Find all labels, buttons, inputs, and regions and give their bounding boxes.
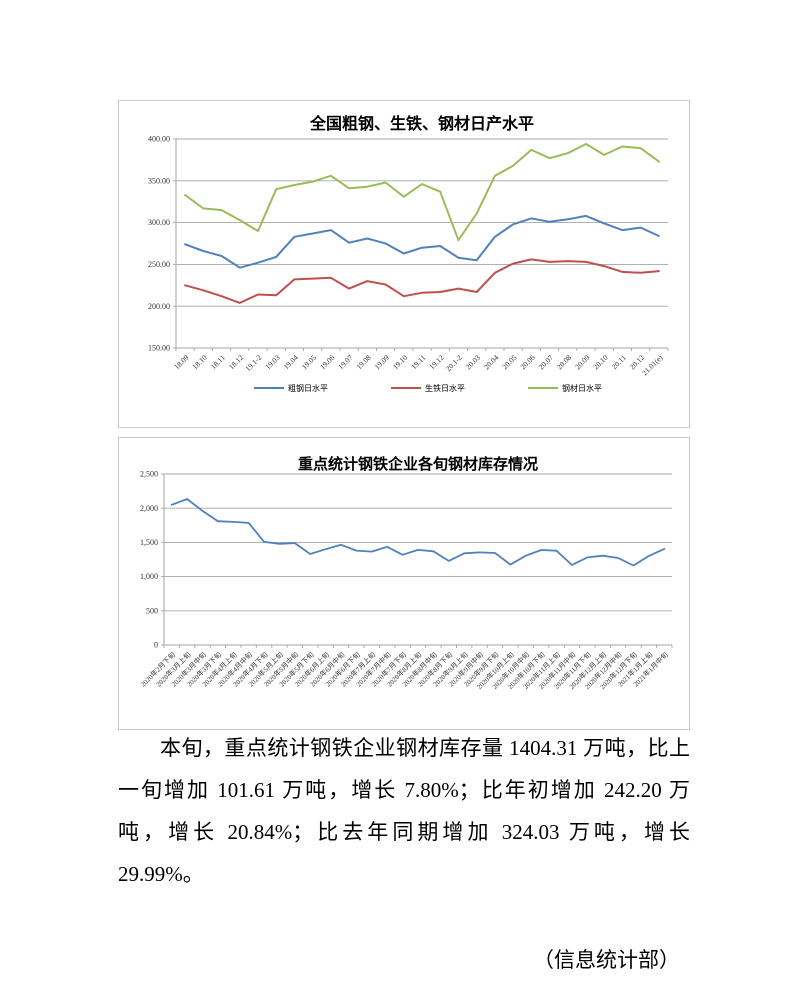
x-tick-label: 20.05 (500, 353, 518, 371)
x-tick-label: 19.11 (409, 353, 427, 371)
chart-daily-production: 全国粗钢、生铁、钢材日产水平 150.00 200.00 250.00 300.00 35… (118, 100, 690, 428)
y-tick-label: 250.00 (148, 260, 170, 269)
x-tick-label: 20.08 (555, 353, 573, 371)
x-tick-label: 18.10 (190, 353, 208, 371)
y-tick-label: 200.00 (148, 302, 170, 311)
x-tick-label: 20.11 (610, 353, 628, 371)
series-line-生铁日水平 (184, 258, 660, 304)
chart-steel-inventory: 重点统计钢铁企业各旬钢材库存情况 0 500 1,000 1,500 2,000 2,500… (118, 437, 690, 730)
y-tick-label: 400.00 (148, 135, 170, 144)
y-tick-label: 2,500 (140, 470, 158, 479)
x-tick-label: 18.09 (172, 353, 190, 371)
x-tick-label: 18.11 (209, 353, 227, 371)
series-line-钢材库存 (170, 498, 666, 567)
daily-production-chart-svg: 全国粗钢、生铁、钢材日产水平 150.00 200.00 250.00 300.00 35… (148, 114, 669, 393)
x-tick-label: 19.12 (427, 353, 445, 371)
chart-title: 重点统计钢铁企业各旬钢材库存情况 (298, 455, 538, 473)
x-tick-label: 19.04 (282, 353, 300, 371)
x-tick-label: 20.10 (591, 353, 609, 371)
y-tick-label: 150.00 (148, 344, 170, 353)
chart-title: 全国粗钢、生铁、钢材日产水平 (309, 114, 534, 133)
x-tick-label: 20.09 (573, 353, 591, 371)
department-signature: （信息统计部） (533, 948, 680, 972)
y-tick-label: 500 (146, 606, 158, 615)
series-line-粗钢日水平 (184, 214, 660, 269)
legend-label-钢材日水平: 钢材日水平 (562, 383, 602, 393)
x-tick-label: 19.03 (263, 353, 281, 371)
x-tick-label: 21.01(e) (640, 353, 665, 378)
x-tick-label: 19.08 (354, 353, 372, 371)
x-tick-label: 18.12 (227, 353, 245, 371)
x-tick-label: 19.05 (300, 353, 318, 371)
legend-label-粗钢日水平: 粗钢日水平 (288, 383, 328, 393)
y-tick-label: 300.00 (148, 218, 170, 227)
x-tick-label: 19.10 (391, 353, 409, 371)
legend-label-生铁日水平: 生铁日水平 (425, 383, 465, 393)
x-tick-label: 20.04 (482, 353, 500, 371)
x-tick-label: 20.06 (518, 353, 536, 371)
x-tick-label: 19.09 (373, 353, 391, 371)
y-tick-label: 2,000 (140, 504, 158, 513)
y-tick-label: 0 (154, 641, 158, 650)
x-tick-label: 19.06 (318, 353, 336, 371)
x-tick-label: 20.1-2 (444, 353, 464, 373)
y-tick-label: 1,000 (140, 572, 158, 581)
x-tick-label: 20.07 (537, 353, 555, 371)
x-tick-label: 19.1-2 (243, 353, 263, 373)
y-tick-label: 350.00 (148, 176, 170, 185)
inventory-summary-paragraph: 本旬，重点统计钢铁企业钢材库存量 1404.31 万吨，比上一旬增加 101.6… (118, 736, 690, 886)
y-tick-label: 1,500 (140, 538, 158, 547)
series-line-钢材日水平 (184, 143, 660, 242)
steel-inventory-chart-svg: 重点统计钢铁企业各旬钢材库存情况 0 500 1,000 1,500 2,000 2,500… (139, 455, 673, 691)
x-tick-label: 19.07 (336, 353, 354, 371)
x-tick-label: 20.03 (464, 353, 482, 371)
